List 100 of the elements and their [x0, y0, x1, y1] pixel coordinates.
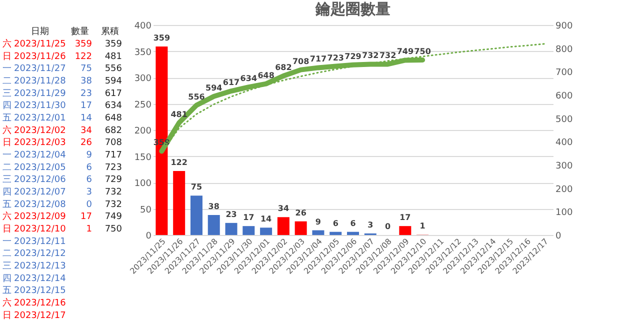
- data-label: 732: [104, 188, 122, 198]
- category-label: 2023/11/26: [14, 52, 66, 62]
- data-label: 38: [80, 76, 92, 86]
- y2-tick-label: 400: [556, 138, 573, 148]
- y2-tick-label: 800: [556, 44, 573, 55]
- data-label: 38: [208, 202, 220, 212]
- text: 日: [2, 52, 12, 62]
- data-label: 6: [332, 218, 339, 228]
- text: 日期: [31, 26, 49, 38]
- category-label: 2023/12/03: [14, 138, 66, 148]
- y-tick-label: 100: [134, 179, 152, 189]
- y-tick-label: 50: [140, 205, 152, 216]
- data-label: 723: [104, 162, 122, 173]
- data-label: 75: [80, 64, 92, 74]
- category-label: 2023/11/28: [14, 76, 66, 86]
- data-label: 6: [86, 175, 92, 186]
- data-label: 14: [80, 114, 92, 124]
- y2-tick-label: 0: [556, 232, 562, 242]
- text: 六: [2, 211, 12, 222]
- text: 四: [2, 274, 12, 284]
- text: 二: [2, 76, 12, 86]
- data-label: 17: [243, 213, 254, 222]
- y-tick-label: 400: [134, 22, 152, 32]
- data-label: 481: [104, 52, 122, 62]
- category-label: 2023/12/14: [14, 274, 66, 284]
- text: 四: [2, 101, 12, 112]
- category-label: 2023/11/30: [14, 101, 66, 112]
- category-label: 2023/11/27: [14, 64, 66, 74]
- category-label: 2023/12/07: [14, 188, 66, 198]
- bar: [242, 226, 255, 235]
- data-label: 682: [275, 62, 292, 72]
- text: 六: [2, 124, 12, 136]
- data-label: 749: [104, 212, 122, 222]
- category-label: 2023/12/04: [14, 150, 66, 160]
- bar: [312, 230, 324, 235]
- data-label: 122: [170, 158, 188, 167]
- text: 日: [2, 310, 12, 321]
- y2-tick-label: 100: [556, 208, 573, 218]
- data-label: 26: [80, 138, 92, 148]
- text: 四: [2, 188, 12, 198]
- data-label: 17: [400, 213, 411, 222]
- data-label: 6: [350, 218, 356, 228]
- y-tick-label: 0: [146, 232, 152, 242]
- y-tick-label: 250: [134, 100, 152, 110]
- text: 二: [2, 249, 12, 260]
- data-label: 556: [104, 64, 122, 74]
- data-label: 359: [153, 34, 170, 43]
- y2-tick-label: 300: [556, 162, 573, 172]
- data-label: 0: [86, 200, 92, 210]
- data-label: 708: [104, 138, 122, 148]
- data-label: 648: [258, 70, 275, 80]
- text: 二: [2, 162, 12, 173]
- data-label: 750: [414, 47, 432, 56]
- data-label: 617: [222, 78, 240, 88]
- bar: [208, 215, 220, 235]
- data-label: 682: [104, 126, 122, 136]
- data-label: 122: [74, 52, 92, 62]
- data-label: 723: [327, 53, 344, 62]
- data-label: 17: [80, 212, 92, 222]
- text: 一: [2, 150, 12, 160]
- category-label: 2023/12/17: [14, 310, 66, 321]
- text: 六: [2, 38, 12, 50]
- category-label: 2023/11/29: [14, 88, 66, 99]
- text: 六: [2, 298, 12, 308]
- bar: [330, 232, 342, 235]
- chart-title: 鑰匙圈數量: [314, 0, 390, 18]
- data-label: 359: [104, 40, 122, 50]
- y-tick-label: 350: [134, 48, 152, 58]
- y2-tick-label: 200: [556, 184, 573, 195]
- category-label: 2023/12/02: [14, 126, 66, 136]
- data-label: 3: [368, 220, 374, 230]
- data-label: 17: [80, 101, 92, 112]
- bar: [260, 228, 272, 235]
- legend-label: 累積: [101, 26, 119, 38]
- category-label: 2023/12/05: [14, 162, 66, 173]
- text: 一: [2, 64, 12, 74]
- y2-tick-label: 900: [556, 22, 573, 32]
- data-label: 75: [190, 182, 202, 192]
- y2-tick-label: 600: [556, 92, 573, 102]
- data-label: 9: [315, 217, 322, 226]
- data-label: 359: [74, 40, 92, 50]
- data-label: 708: [292, 56, 310, 66]
- text: 數量: [71, 26, 89, 38]
- data-label: 14: [260, 214, 272, 224]
- data-label: 732: [379, 51, 396, 60]
- data-label: 3: [86, 188, 92, 198]
- bar: [347, 232, 359, 235]
- y2-tick-label: 500: [556, 114, 573, 125]
- bar: [190, 196, 202, 235]
- category-label: 2023/12/09: [14, 212, 66, 222]
- category-label: 2023/12/08: [14, 200, 66, 210]
- category-label: 2023/12/06: [14, 175, 66, 186]
- bar: [173, 170, 186, 235]
- data-label: 634: [104, 101, 122, 112]
- data-label: 617: [104, 88, 122, 99]
- y2-tick-label: 700: [556, 68, 573, 78]
- data-label: 749: [396, 47, 414, 56]
- data-label: 717: [310, 54, 327, 64]
- data-label: 732: [104, 200, 122, 210]
- data-label: 717: [104, 150, 122, 160]
